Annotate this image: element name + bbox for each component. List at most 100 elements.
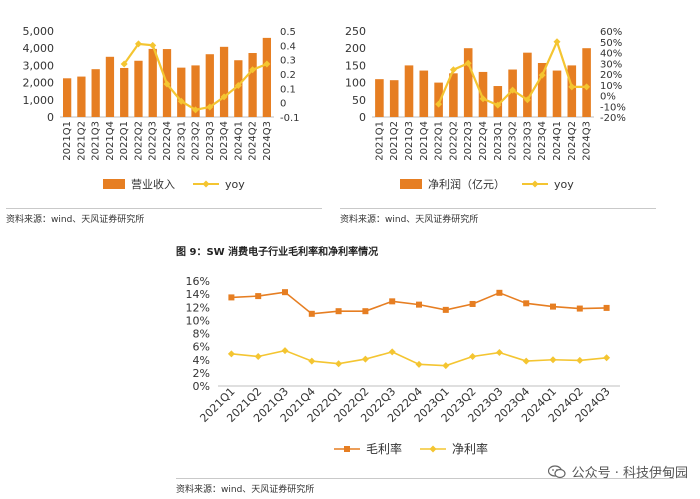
net-margin-point: [388, 348, 396, 356]
yoy-point: [479, 95, 487, 103]
y-right-tick-label: 30%: [600, 59, 622, 70]
x-tick-label: 2023Q3: [205, 121, 216, 161]
gross-margin-point: [416, 301, 422, 308]
bar: [434, 82, 443, 117]
y-right-tick-label: 0.5: [280, 27, 296, 38]
x-tick-label: 2023Q1: [493, 121, 504, 161]
y-right-tick-label: 0%: [600, 92, 616, 103]
yoy-point: [163, 80, 171, 88]
net-margin-point: [335, 360, 343, 368]
y-right-tick-label: 0: [280, 99, 286, 110]
bar: [493, 86, 503, 117]
x-tick-label: 2022Q4: [162, 121, 173, 161]
gross-margin-point: [496, 289, 503, 296]
gross-margin-point: [335, 308, 342, 315]
net-margin-point: [549, 356, 557, 364]
y-right-tick-label: 0.4: [280, 41, 296, 52]
source-note-revenue: 资料来源：wind、天风证券研究所: [6, 215, 145, 225]
y-tick-label: 0%: [193, 380, 210, 393]
y-right-tick-label: -20%: [600, 113, 626, 124]
yoy-point: [435, 100, 443, 108]
yoy-point: [120, 60, 128, 68]
net-margin-point: [522, 357, 530, 365]
x-tick-label: 2024Q2: [567, 121, 578, 161]
y-tick-label: 8%: [193, 328, 210, 341]
bar: [219, 46, 229, 117]
yoy-point: [523, 96, 531, 104]
yoy-point: [263, 60, 271, 68]
yoy-point: [234, 81, 242, 89]
gross-margin-point: [255, 293, 262, 300]
gross-margin-point: [469, 300, 476, 307]
bar: [191, 65, 200, 117]
y-tick-label: 10%: [186, 314, 210, 327]
gross-margin-point: [550, 303, 556, 310]
legend-label-bars: 营业收入: [131, 177, 175, 191]
gross-margin-point: [442, 306, 449, 313]
divider-revenue: [6, 208, 322, 209]
yoy-point: [220, 93, 228, 101]
legend-marker-net: [429, 445, 437, 453]
bar: [537, 62, 547, 117]
divider-profit: [340, 208, 656, 209]
bar: [105, 56, 115, 117]
yoy-point: [177, 97, 185, 105]
bar: [478, 71, 488, 117]
bar: [375, 79, 384, 117]
net-margin-point: [361, 355, 369, 363]
legend-swatch-marker: [531, 180, 539, 188]
y-left-tick-label: 100: [345, 77, 366, 90]
bar: [91, 69, 100, 117]
y-left-tick-label: 3,000: [23, 59, 55, 72]
yoy-point: [464, 59, 472, 67]
gross-margin-point: [362, 308, 369, 315]
bar: [567, 65, 577, 117]
y-tick-label: 12%: [186, 301, 210, 314]
x-tick-label: 2024Q1: [233, 121, 244, 161]
net-margin-point: [495, 349, 503, 357]
source-note-profit: 资料来源：wind、天风证券研究所: [340, 215, 479, 225]
bar: [62, 78, 72, 117]
legend-marker-gross: [344, 446, 350, 452]
x-tick-label: 2022Q3: [148, 121, 159, 161]
y-right-tick-label: 20%: [600, 70, 622, 81]
bar: [389, 80, 399, 117]
y-right-tick-label: 0.1: [280, 84, 296, 95]
x-tick-label: 2024Q3: [262, 121, 273, 161]
wechat-icon: [547, 464, 566, 478]
y-left-tick-label: 50: [352, 94, 366, 107]
bar: [262, 37, 272, 117]
x-tick-label: 2023Q4: [537, 121, 548, 161]
yoy-point: [509, 86, 517, 94]
net-margin-point: [576, 356, 584, 364]
y-tick-label: 14%: [186, 288, 210, 301]
y-tick-label: 6%: [193, 341, 210, 354]
x-tick-label: 2023Q4: [219, 121, 230, 161]
y-right-tick-label: 0.2: [280, 70, 296, 81]
yoy-point: [538, 71, 546, 79]
y-left-tick-label: 1,000: [23, 94, 55, 107]
yoy-point: [449, 66, 457, 74]
y-left-tick-label: 0: [47, 111, 54, 124]
watermark: 公众号 · 科技伊甸园: [547, 462, 688, 481]
legend-swatch-marker: [202, 180, 210, 188]
legend-label-gross: 毛利率: [366, 441, 402, 456]
figure9-title: 图 9：SW 消费电子行业毛利率和净利率情况: [176, 247, 379, 258]
y-left-tick-label: 200: [345, 42, 366, 55]
yoy-point: [494, 101, 502, 109]
gross-margin-point: [603, 304, 610, 311]
yoy-point: [149, 41, 157, 49]
legend-label-line: yoy: [554, 178, 574, 191]
net-margin-point: [415, 360, 423, 368]
y-left-tick-label: 0: [359, 111, 366, 124]
yoy-point: [206, 103, 214, 111]
x-tick-label: 2023Q3: [522, 121, 533, 161]
net-margin-point: [308, 357, 316, 365]
watermark-text: 公众号 · 科技伊甸园: [571, 466, 688, 481]
x-tick-label: 2023Q2: [191, 121, 202, 161]
legend-swatch-bars: [400, 179, 422, 189]
bar: [177, 67, 186, 117]
x-tick-label: 2022Q1: [434, 121, 445, 161]
x-tick-label: 2024Q2: [248, 121, 259, 161]
net-margin-point: [603, 354, 611, 362]
